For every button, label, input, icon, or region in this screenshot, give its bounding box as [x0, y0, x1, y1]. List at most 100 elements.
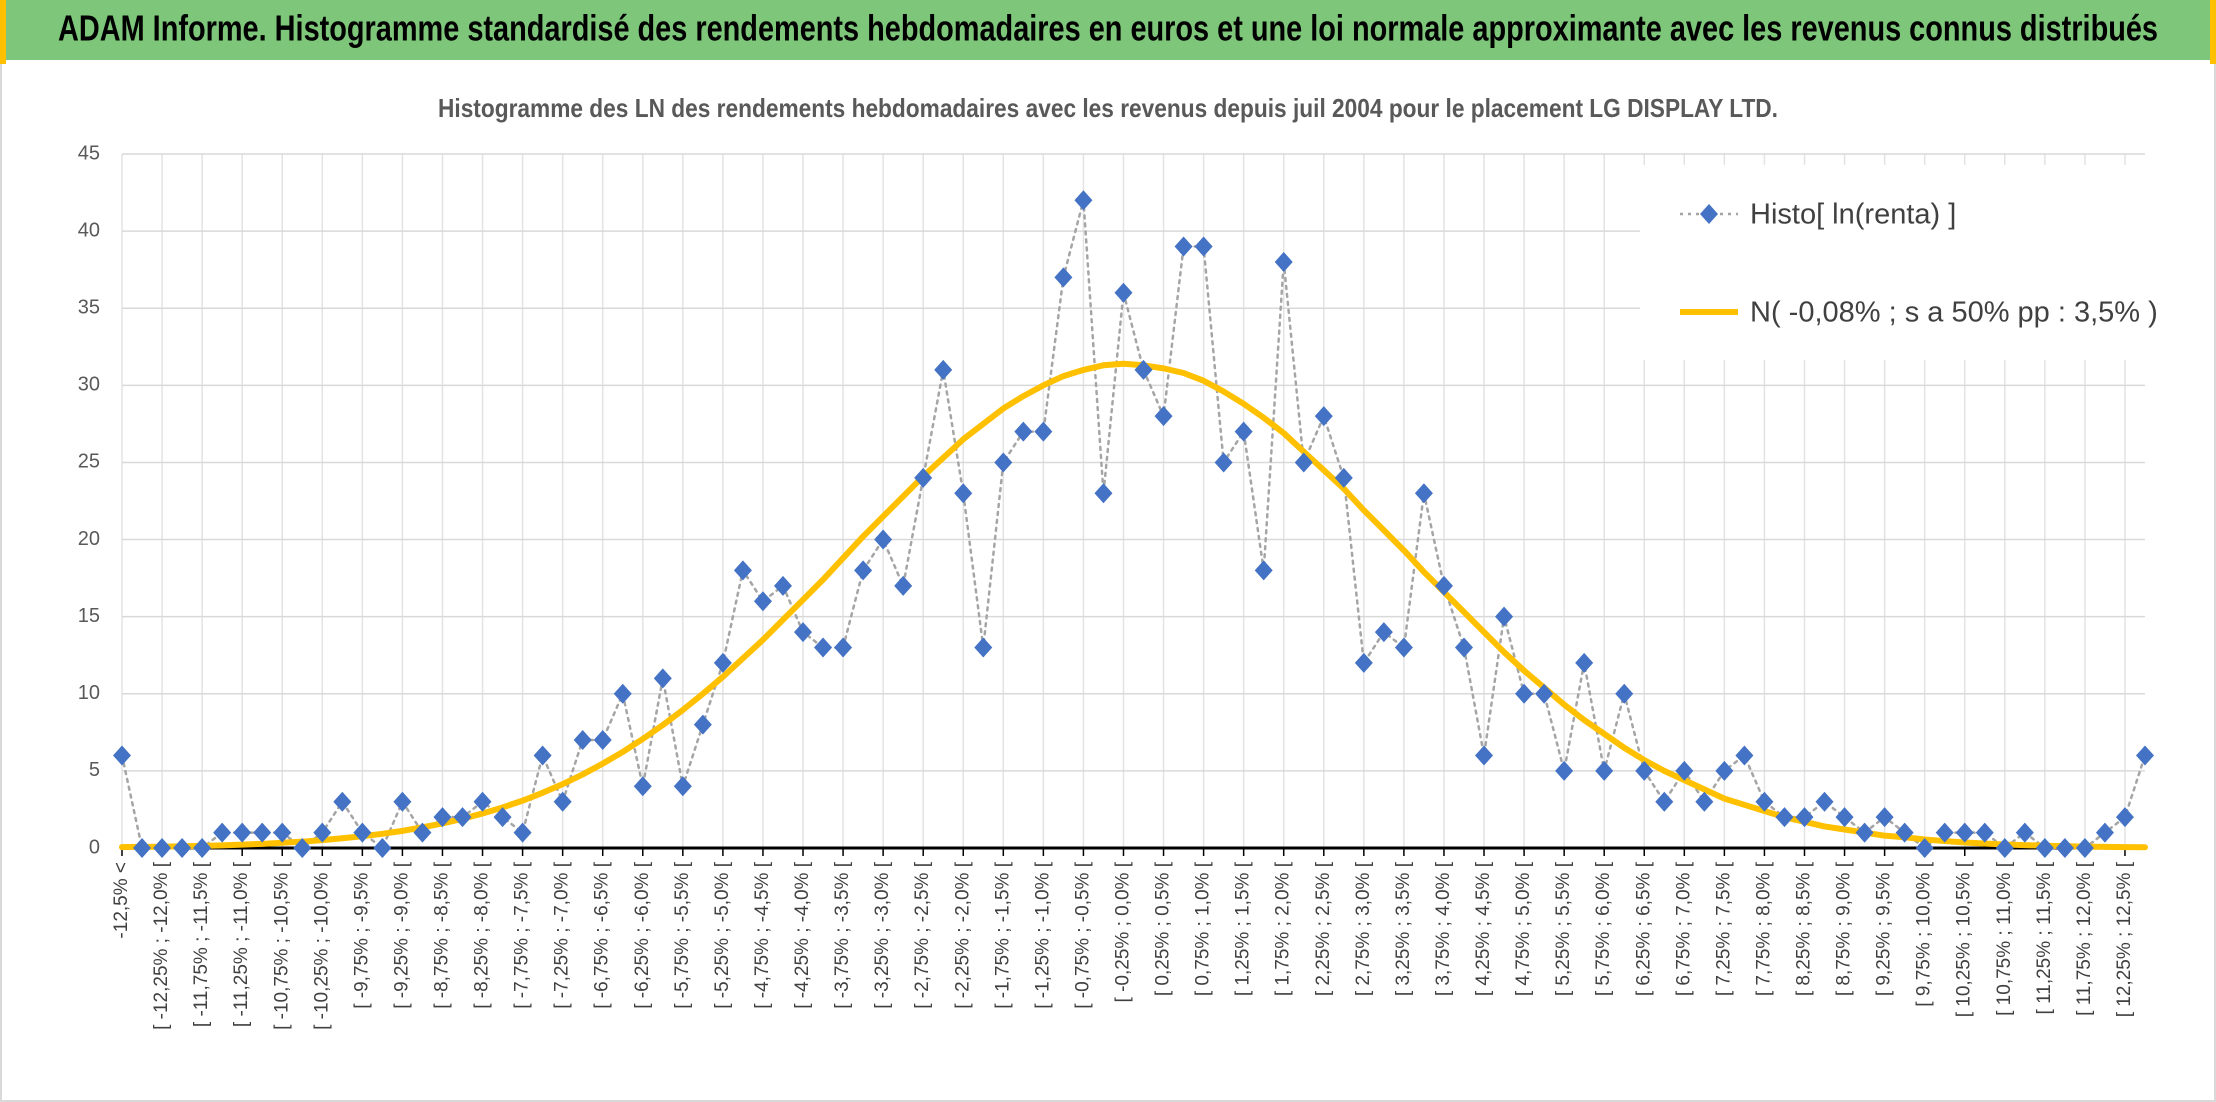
x-tick-label: [ 7,25% ; 7,5% [	[1713, 861, 1734, 996]
data-point	[1014, 421, 1033, 442]
data-point	[1655, 791, 1674, 812]
data-point	[233, 822, 252, 843]
data-point	[533, 745, 552, 766]
x-tick-label: -12,5% <	[111, 862, 132, 939]
data-point	[1575, 652, 1594, 673]
data-point	[1895, 822, 1914, 843]
y-tick-label: 10	[78, 682, 100, 704]
x-tick-label: [ 10,25% ; 10,5% [	[1954, 861, 1975, 1017]
data-point	[493, 807, 512, 828]
y-tick-label: 5	[89, 759, 100, 781]
x-tick-label: [ -8,25% ; -8,0% [	[472, 861, 493, 1009]
data-point	[2055, 838, 2074, 858]
data-point	[633, 776, 652, 797]
data-point	[1755, 791, 1774, 812]
x-tick-label: [ 11,25% ; 11,5% [	[2034, 861, 2055, 1014]
header-bar	[0, 0, 2216, 60]
x-tick-label: [ 0,25% ; 0,5% [	[1153, 861, 1174, 996]
data-point	[593, 730, 612, 751]
x-tick-label: [ -7,75% ; -7,5% [	[512, 861, 533, 1009]
x-tick-label: [ -0,75% ; -0,5% [	[1072, 861, 1093, 1009]
data-point	[1675, 760, 1694, 781]
y-tick-label: 0	[89, 836, 100, 858]
legend-label: N( -0,08% ; s a 50% pp : 3,5% )	[1750, 297, 2158, 329]
data-point	[1134, 359, 1153, 380]
data-point	[1414, 483, 1433, 504]
data-point	[874, 529, 893, 550]
data-point	[1975, 822, 1994, 843]
data-point	[153, 838, 172, 858]
data-point	[1274, 251, 1293, 272]
data-point	[1515, 683, 1534, 704]
x-tick-label: [ 4,75% ; 5,0% [	[1513, 861, 1534, 996]
x-tick-label: [ -6,25% ; -6,0% [	[632, 861, 653, 1009]
data-point	[994, 452, 1013, 473]
data-point	[713, 652, 732, 673]
data-point	[693, 714, 712, 735]
data-point	[2095, 822, 2114, 843]
data-point	[293, 838, 312, 858]
x-tick-label: [ -11,25% ; -11,0% [	[231, 861, 252, 1027]
data-point	[1535, 683, 1554, 704]
x-tick-label: [ -5,75% ; -5,5% [	[672, 861, 693, 1009]
data-point	[373, 838, 392, 858]
x-tick-label: [ 12,25% ; 12,5% [	[2114, 861, 2135, 1017]
x-tick-label: [ -9,75% ; -9,5% [	[351, 861, 372, 1009]
data-point	[1855, 822, 1874, 843]
data-point	[1875, 807, 1894, 828]
data-point	[1835, 807, 1854, 828]
data-point	[413, 822, 432, 843]
data-point	[1795, 807, 1814, 828]
x-tick-label: [ 3,75% ; 4,0% [	[1433, 861, 1454, 996]
data-point	[2015, 822, 2034, 843]
x-tick-label: [ 8,75% ; 9,0% [	[1834, 861, 1855, 996]
data-point	[1555, 760, 1574, 781]
data-point	[1354, 652, 1373, 673]
data-point	[1154, 406, 1173, 427]
data-point	[1314, 406, 1333, 427]
x-tick-label: [ 10,75% ; 11,0% [	[1994, 861, 2015, 1016]
data-point	[954, 483, 973, 504]
data-point	[1695, 791, 1714, 812]
x-tick-label: [ 6,75% ; 7,0% [	[1673, 861, 1694, 996]
x-tick-label: [ 9,25% ; 9,5% [	[1874, 861, 1895, 996]
x-tick-label: [ -3,75% ; -3,5% [	[832, 861, 853, 1009]
data-point	[834, 637, 853, 658]
data-point	[173, 838, 192, 858]
x-tick-label: [ 2,25% ; 2,5% [	[1313, 861, 1334, 996]
data-point	[1815, 791, 1834, 812]
legend: Histo[ ln(renta) ] N( -0,08% ; s a 50% pp…	[1640, 165, 2158, 360]
data-point	[1074, 190, 1093, 211]
data-point	[193, 838, 212, 858]
data-point	[253, 822, 272, 843]
x-tick-label: [ 1,75% ; 2,0% [	[1273, 861, 1294, 996]
data-point	[133, 838, 152, 858]
data-point	[1254, 560, 1273, 581]
y-tick-label: 20	[78, 528, 100, 550]
x-tick-label: [ 11,75% ; 12,0% [	[2074, 861, 2095, 1016]
x-tick-label: [ -0,25% ; 0,0% [	[1113, 861, 1134, 1002]
data-point	[1495, 606, 1514, 627]
data-point	[1374, 622, 1393, 643]
data-point	[1595, 760, 1614, 781]
y-tick-label: 40	[78, 219, 100, 241]
x-tick-label: [ -4,25% ; -4,0% [	[792, 861, 813, 1009]
header-accent-left	[0, 0, 6, 64]
data-point	[1775, 807, 1794, 828]
data-point	[1194, 236, 1213, 257]
data-point	[1234, 421, 1253, 442]
data-point	[1454, 637, 1473, 658]
y-tick-label: 25	[78, 451, 100, 473]
data-point	[753, 591, 772, 612]
data-point	[613, 683, 632, 704]
x-tick-label: [ 1,25% ; 1,5% [	[1233, 861, 1254, 996]
data-point	[1094, 483, 1113, 504]
data-point	[854, 560, 873, 581]
data-point	[453, 807, 472, 828]
x-tick-label: [ -2,25% ; -2,0% [	[952, 861, 973, 1009]
x-tick-label: [ -1,75% ; -1,5% [	[992, 861, 1013, 1009]
header-title: ADAM Informe. Histogramme standardisé de…	[58, 8, 2158, 49]
x-tick-label: [ 5,75% ; 6,0% [	[1593, 861, 1614, 996]
x-tick-label: [ -10,75% ; -10,5% [	[271, 861, 292, 1030]
